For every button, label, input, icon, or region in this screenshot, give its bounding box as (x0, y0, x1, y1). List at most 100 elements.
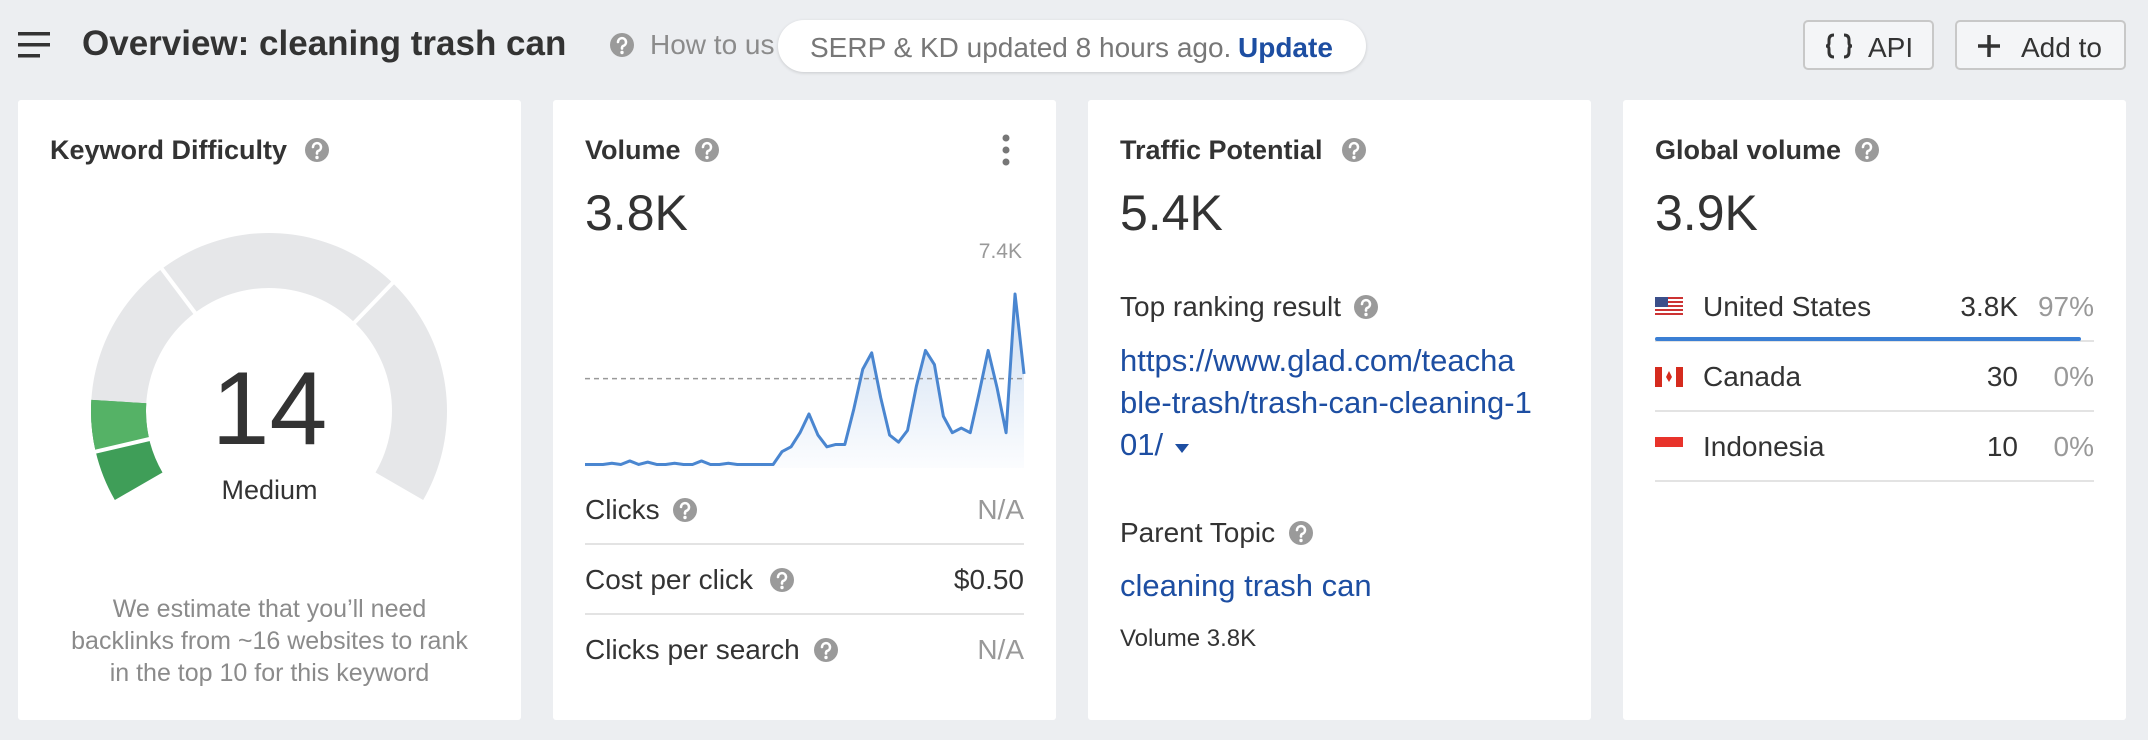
api-button[interactable]: API (1803, 20, 1934, 70)
help-icon[interactable] (769, 567, 795, 593)
help-glyph (305, 138, 329, 162)
separator (585, 613, 1024, 615)
help-circle (673, 498, 697, 522)
help-circle (305, 138, 329, 162)
gauge-track (91, 232, 447, 500)
parent-volume: Volume 3.8K (1120, 625, 1257, 652)
metric-label: Clicks (585, 494, 660, 525)
flag-ca (1655, 367, 1683, 387)
help-mark (1295, 524, 1307, 538)
trend-line (585, 292, 1026, 466)
help-mark (616, 36, 628, 50)
help-icon[interactable] (694, 137, 720, 163)
menu-icon[interactable] (18, 32, 50, 58)
help-mark (1348, 141, 1360, 155)
card-title: Volume (585, 135, 681, 165)
flag-id (1655, 437, 1683, 457)
status-text: SERP & KD updated 8 hours ago. (810, 32, 1232, 63)
help-mark (1861, 141, 1873, 155)
card-title: Keyword Difficulty (50, 135, 288, 165)
country-name: United States (1703, 291, 1872, 322)
metric-value: N/A (977, 634, 1024, 665)
help-glyph (695, 138, 719, 162)
gauge-divider (93, 436, 152, 455)
flag-us (1655, 297, 1683, 317)
country-share: 0% (2053, 431, 2094, 462)
chart-max-label: 7.4K (979, 240, 1022, 263)
country-volume: 3.8K (1960, 291, 2018, 322)
help-mark (820, 641, 832, 655)
help-icon[interactable] (609, 32, 635, 58)
top-result-url[interactable]: ble-trash/trash-can-cleaning-1 (1120, 385, 1532, 420)
help-circle (770, 568, 794, 592)
separator (585, 543, 1024, 545)
help-dot (315, 155, 319, 160)
help-glyph (1354, 295, 1378, 319)
traffic-card: Traffic Potential 5.4K Top ranking resul… (1088, 100, 1591, 720)
separator (1655, 410, 2094, 412)
help-glyph (673, 498, 697, 522)
help-icon[interactable] (1854, 137, 1880, 163)
help-mark (701, 141, 713, 155)
help-icon[interactable] (813, 637, 839, 663)
help-dot (1352, 155, 1356, 160)
kd-score: 14 (211, 351, 328, 467)
kd-label: Medium (221, 475, 318, 505)
help-link[interactable]: How to us (650, 29, 775, 60)
plus-icon (1978, 35, 2000, 57)
separator (1655, 340, 2094, 342)
help-icon[interactable] (672, 497, 698, 523)
metric-label: Cost per click (585, 564, 754, 595)
gauge-fill-highlight (91, 399, 150, 452)
more-icon[interactable] (999, 134, 1013, 168)
status-pill: SERP & KD updated 8 hours ago. Update (778, 20, 1366, 72)
country-share: 0% (2053, 361, 2094, 392)
help-icon[interactable] (1288, 520, 1314, 546)
help-dot (1364, 312, 1368, 317)
parent-topic-link[interactable]: cleaning trash can (1120, 568, 1372, 603)
parent-topic-label: Parent Topic (1120, 517, 1276, 548)
help-mark (776, 571, 788, 585)
country-share: 97% (2037, 291, 2094, 322)
card-title: Traffic Potential (1120, 135, 1323, 165)
update-link[interactable]: Update (1238, 32, 1333, 63)
page-title: Overview: cleaning trash can (82, 24, 567, 63)
help-glyph (1855, 138, 1879, 162)
help-dot (705, 155, 709, 160)
help-icon[interactable] (1341, 137, 1367, 163)
country-name: Canada (1703, 361, 1802, 392)
dropdown-caret[interactable] (1174, 442, 1190, 454)
volume-trend-chart: 7.4K (585, 240, 1026, 468)
help-mark (1360, 298, 1372, 312)
help-dot (1865, 155, 1869, 160)
button-label: API (1868, 32, 1914, 63)
button-label: Add to (2021, 32, 2102, 63)
help-mark (311, 141, 323, 155)
add-button[interactable]: Add to (1955, 20, 2126, 70)
help-icon[interactable] (304, 137, 330, 163)
metric-value: $0.50 (953, 564, 1024, 595)
trend-area (585, 294, 1024, 468)
kd-card: Keyword Difficulty 14 Medium We estimate… (18, 100, 521, 720)
top-result-url[interactable]: https://www.glad.com/teacha (1120, 343, 1515, 378)
help-mark (679, 501, 691, 515)
share-bar (1655, 337, 2081, 341)
top-result-url[interactable]: 01/ (1120, 427, 1164, 462)
help-glyph (814, 638, 838, 662)
braces-icon (1825, 33, 1853, 59)
help-icon[interactable] (1353, 294, 1379, 320)
help-circle (610, 33, 634, 57)
country-volume: 30 (1986, 361, 2018, 392)
help-glyph (1289, 521, 1313, 545)
help-dot (780, 585, 784, 590)
volume-card: Volume 3.8K 7.4K Clicks N/A Cost per cli… (553, 100, 1056, 720)
country-name: Indonesia (1703, 431, 1825, 462)
help-glyph (610, 33, 634, 57)
traffic-value: 5.4K (1120, 185, 1223, 241)
help-circle (695, 138, 719, 162)
kd-description: We estimate that you’ll need (112, 595, 427, 623)
separator (1655, 480, 2094, 482)
help-dot (620, 50, 624, 55)
volume-value: 3.8K (585, 185, 688, 241)
